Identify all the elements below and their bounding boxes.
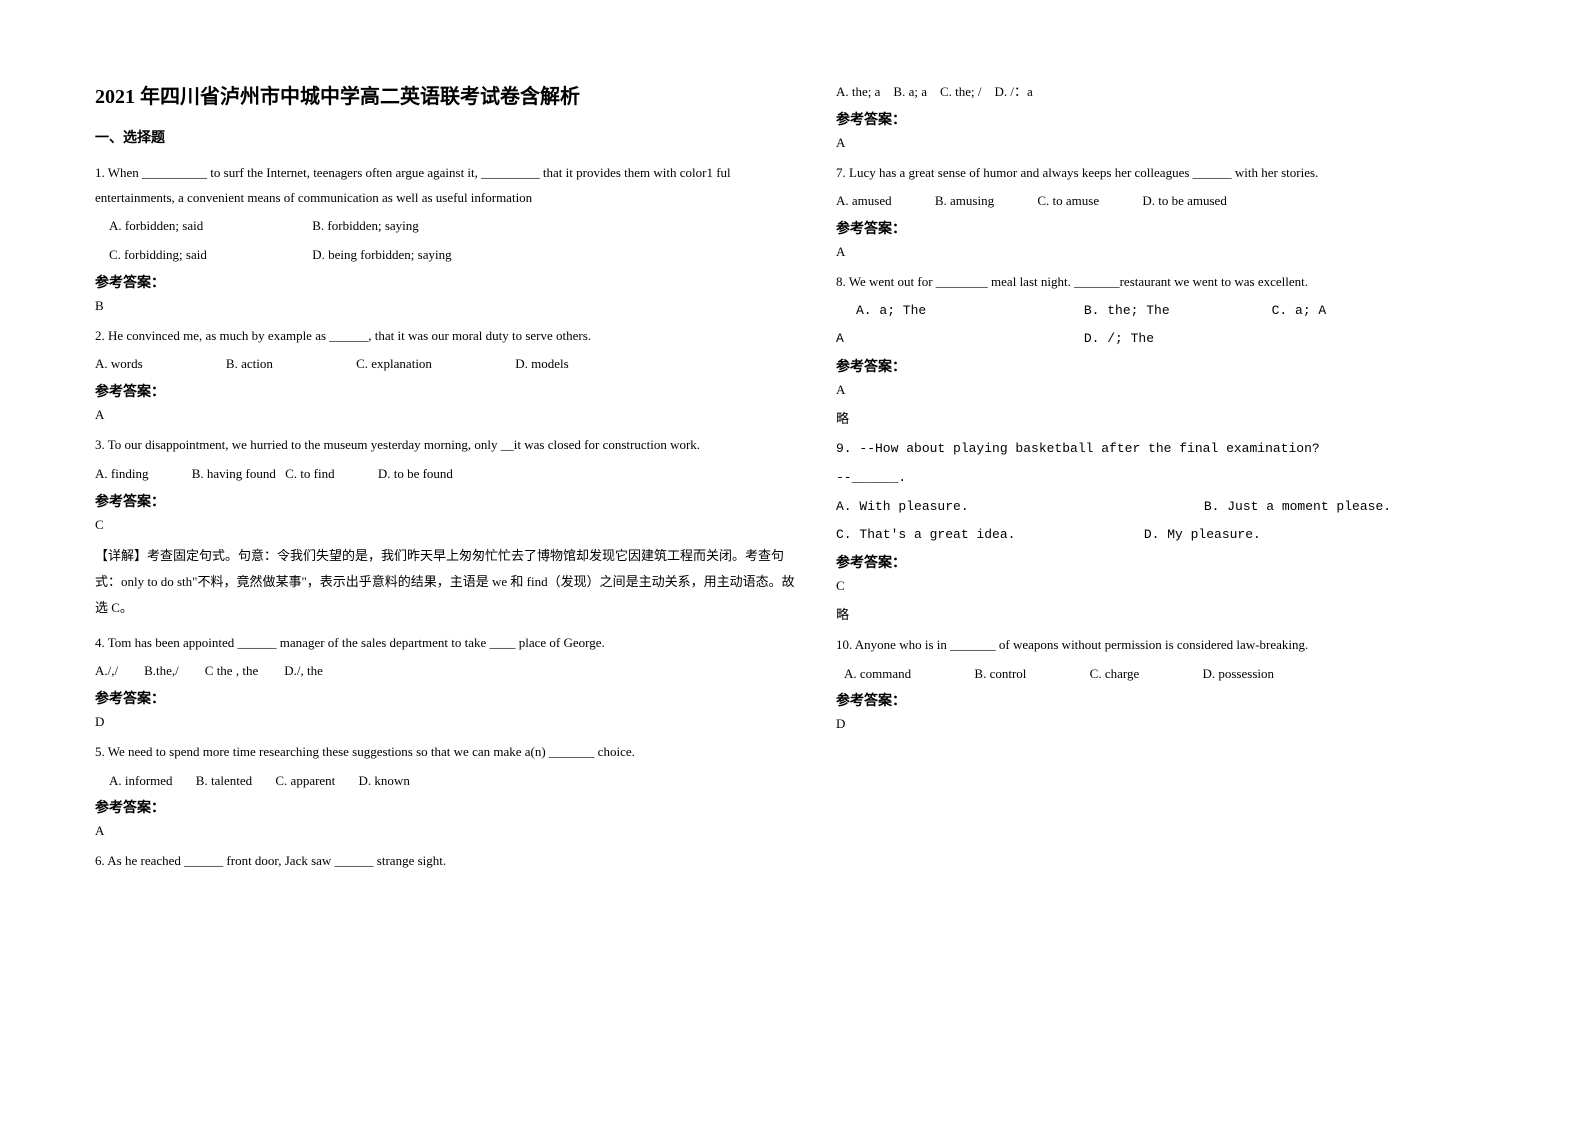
q2-options: A. words B. action C. explanation D. mod… bbox=[95, 352, 796, 377]
question-5: 5. We need to spend more time researchin… bbox=[95, 740, 796, 765]
q9-answer-label: 参考答案： bbox=[836, 552, 1537, 572]
q1-optC: C. forbidding; said bbox=[109, 243, 309, 268]
q1-options-row1: A. forbidden; said B. forbidden; saying bbox=[95, 214, 796, 239]
q1-optD: D. being forbidden; saying bbox=[312, 247, 451, 262]
q5-optD: D. known bbox=[359, 769, 410, 794]
q7-optA: A. amused bbox=[836, 189, 892, 214]
question-4: 4. Tom has been appointed ______ manager… bbox=[95, 631, 796, 656]
q3-optC: C. to find bbox=[285, 462, 334, 487]
q10-stem: 10. Anyone who is in _______ of weapons … bbox=[836, 637, 1308, 652]
question-10: 10. Anyone who is in _______ of weapons … bbox=[836, 633, 1537, 658]
section-heading: 一、选择题 bbox=[95, 127, 796, 147]
q3-explanation: 【详解】考查固定句式。句意：令我们失望的是，我们昨天早上匆匆忙忙去了博物馆却发现… bbox=[95, 543, 796, 621]
q10-answer: D bbox=[836, 716, 1537, 732]
q2-stem: 2. He convinced me, as much by example a… bbox=[95, 328, 591, 343]
q4-answer-label: 参考答案： bbox=[95, 688, 796, 708]
q2-answer-label: 参考答案： bbox=[95, 381, 796, 401]
q10-optB: B. control bbox=[974, 662, 1026, 687]
q1-optB: B. forbidden; saying bbox=[312, 218, 419, 233]
q7-answer-label: 参考答案： bbox=[836, 218, 1537, 238]
q8-skip: 略 bbox=[836, 408, 1537, 427]
q7-answer: A bbox=[836, 244, 1537, 260]
q3-answer: C bbox=[95, 517, 796, 533]
q8-options-row1: A. a; The B. the; The C. a; A bbox=[836, 299, 1537, 324]
q4-stem: 4. Tom has been appointed ______ manager… bbox=[95, 635, 605, 650]
q6-answer-label: 参考答案： bbox=[836, 109, 1537, 129]
q9-optC: C. That's a great idea. bbox=[836, 523, 1136, 548]
q3-optA: A. finding bbox=[95, 462, 148, 487]
q7-optC: C. to amuse bbox=[1037, 189, 1099, 214]
exam-page: 2021 年四川省泸州市中城中学高二英语联考试卷含解析 一、选择题 1. Whe… bbox=[0, 0, 1587, 908]
q3-answer-label: 参考答案： bbox=[95, 491, 796, 511]
q9-optD: D. My pleasure. bbox=[1144, 527, 1261, 542]
q8-optC2: A bbox=[836, 327, 1076, 352]
q8-optA: A. a; The bbox=[836, 299, 1076, 324]
q7-optB: B. amusing bbox=[935, 189, 994, 214]
q5-optA: A. informed bbox=[109, 769, 173, 794]
q7-stem: 7. Lucy has a great sense of humor and a… bbox=[836, 165, 1318, 180]
q6-options: A. the; a B. a; a C. the; / D. /：a bbox=[836, 80, 1537, 105]
left-column: 2021 年四川省泸州市中城中学高二英语联考试卷含解析 一、选择题 1. Whe… bbox=[95, 80, 796, 878]
q6-answer: A bbox=[836, 135, 1537, 151]
q1-options-row2: C. forbidding; said D. being forbidden; … bbox=[95, 243, 796, 268]
q8-answer-label: 参考答案： bbox=[836, 356, 1537, 376]
q3-optB: B. having found bbox=[192, 462, 276, 487]
q3-optD: D. to be found bbox=[378, 462, 453, 487]
q1-answer: B bbox=[95, 298, 796, 314]
q8-answer: A bbox=[836, 382, 1537, 398]
q8-optC: C. a; A bbox=[1272, 303, 1327, 318]
q5-options: A. informed B. talented C. apparent D. k… bbox=[95, 769, 796, 794]
question-7: 7. Lucy has a great sense of humor and a… bbox=[836, 161, 1537, 186]
q8-stem: 8. We went out for ________ meal last ni… bbox=[836, 274, 1308, 289]
question-9-line1: 9. --How about playing basketball after … bbox=[836, 437, 1537, 462]
q10-answer-label: 参考答案： bbox=[836, 690, 1537, 710]
q5-stem: 5. We need to spend more time researchin… bbox=[95, 744, 635, 759]
q10-optA: A. command bbox=[844, 662, 911, 687]
q1-stem: 1. When __________ to surf the Internet,… bbox=[95, 165, 731, 205]
question-3: 3. To our disappointment, we hurried to … bbox=[95, 433, 796, 458]
q3-stem: 3. To our disappointment, we hurried to … bbox=[95, 437, 700, 452]
q5-answer-label: 参考答案： bbox=[95, 797, 796, 817]
q8-options-row2: A D. /; The bbox=[836, 327, 1537, 352]
q2-answer: A bbox=[95, 407, 796, 423]
question-9-line2: --______. bbox=[836, 466, 1537, 491]
q1-answer-label: 参考答案： bbox=[95, 272, 796, 292]
q5-optC: C. apparent bbox=[275, 769, 335, 794]
q2-optC: C. explanation bbox=[356, 352, 432, 377]
q5-optB: B. talented bbox=[196, 769, 252, 794]
q5-answer: A bbox=[95, 823, 796, 839]
q8-optB: B. the; The bbox=[1084, 299, 1264, 324]
q9-optA: A. With pleasure. bbox=[836, 495, 1196, 520]
q1-optA: A. forbidden; said bbox=[109, 214, 309, 239]
question-2: 2. He convinced me, as much by example a… bbox=[95, 324, 796, 349]
q10-optD: D. possession bbox=[1202, 662, 1274, 687]
q10-optC: C. charge bbox=[1090, 662, 1140, 687]
q2-optD: D. models bbox=[515, 352, 568, 377]
q8-optD: D. /; The bbox=[1084, 331, 1154, 346]
q9-optB: B. Just a moment please. bbox=[1204, 499, 1391, 514]
question-6-stem: 6. As he reached ______ front door, Jack… bbox=[95, 849, 796, 874]
q7-options: A. amused B. amusing C. to amuse D. to b… bbox=[836, 189, 1537, 214]
q2-optB: B. action bbox=[226, 352, 273, 377]
q9-options-row2: C. That's a great idea. D. My pleasure. bbox=[836, 523, 1537, 548]
q4-answer: D bbox=[95, 714, 796, 730]
q3-options: A. finding B. having found C. to find D.… bbox=[95, 462, 796, 487]
question-1: 1. When __________ to surf the Internet,… bbox=[95, 161, 796, 210]
right-column: A. the; a B. a; a C. the; / D. /：a 参考答案：… bbox=[836, 80, 1537, 878]
q9-options-row1: A. With pleasure. B. Just a moment pleas… bbox=[836, 495, 1537, 520]
q10-options: A. command B. control C. charge D. posse… bbox=[836, 662, 1537, 687]
q9-answer: C bbox=[836, 578, 1537, 594]
question-8: 8. We went out for ________ meal last ni… bbox=[836, 270, 1537, 295]
q2-optA: A. words bbox=[95, 352, 143, 377]
exam-title: 2021 年四川省泸州市中城中学高二英语联考试卷含解析 bbox=[95, 80, 796, 109]
q7-optD: D. to be amused bbox=[1142, 189, 1226, 214]
q4-options: A./,/ B.the,/ C the , the D./, the bbox=[95, 659, 796, 684]
q9-skip: 略 bbox=[836, 604, 1537, 623]
